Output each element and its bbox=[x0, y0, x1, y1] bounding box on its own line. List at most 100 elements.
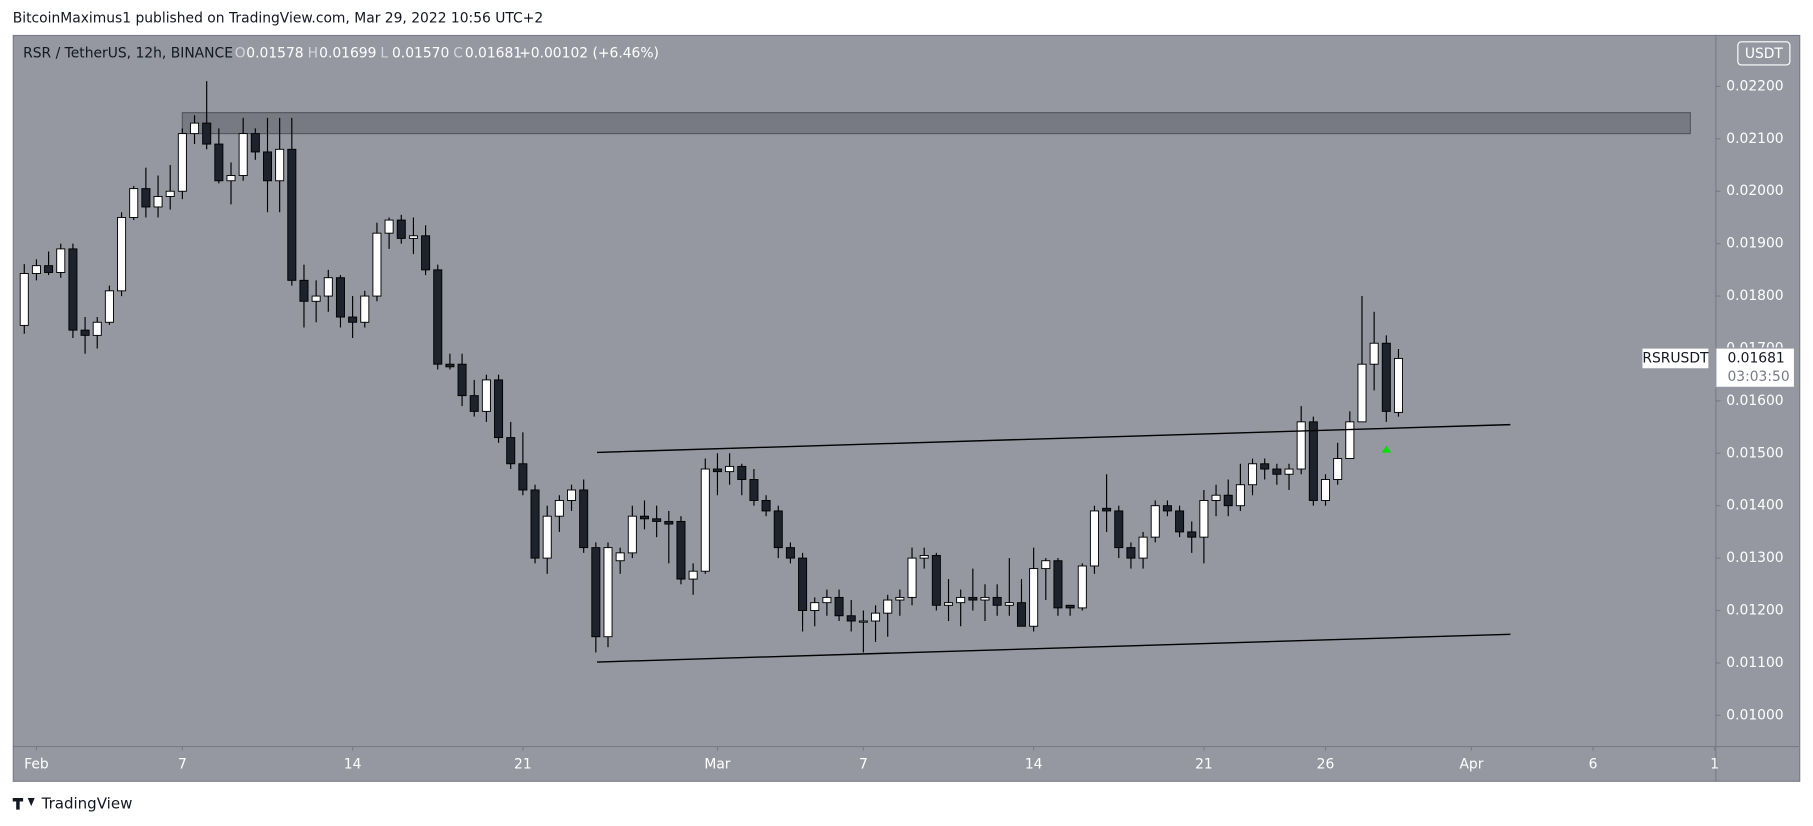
y-tick-label: 0.01500 bbox=[1726, 445, 1783, 461]
candle-body bbox=[846, 615, 856, 622]
overlay: RSR / TetherUS, 12h, BINANCE O 0.01578 H 0.… bbox=[23, 45, 659, 61]
candle-body bbox=[445, 363, 455, 368]
candle-body bbox=[773, 510, 783, 549]
candle-body bbox=[1089, 510, 1099, 567]
candle-body bbox=[1102, 507, 1112, 512]
y-tick-label: 0.01200 bbox=[1726, 603, 1783, 619]
candle-body bbox=[1162, 505, 1172, 512]
candle-body bbox=[323, 277, 333, 297]
candle-body bbox=[1357, 363, 1367, 423]
candle-body bbox=[31, 265, 41, 274]
candle-body bbox=[335, 277, 345, 318]
candle-body bbox=[664, 520, 674, 525]
x-tick-label: Mar bbox=[704, 757, 730, 773]
candle-body bbox=[554, 499, 564, 517]
price-label-box bbox=[1715, 347, 1796, 388]
ohlc-value: 0.01570 bbox=[392, 45, 449, 61]
candle-body bbox=[1175, 510, 1185, 533]
candle-body bbox=[639, 515, 649, 520]
candle-body bbox=[1272, 468, 1282, 475]
candle-body bbox=[433, 269, 443, 365]
trendline bbox=[597, 423, 1511, 454]
ohlc-key: O bbox=[235, 45, 246, 61]
candle-body bbox=[530, 489, 540, 559]
breakout-marker bbox=[1381, 445, 1391, 453]
candle-body bbox=[1029, 568, 1039, 627]
candle-body bbox=[1284, 468, 1294, 475]
candle-body bbox=[226, 175, 236, 182]
candle-body bbox=[883, 599, 893, 614]
candle-body bbox=[1333, 458, 1343, 480]
candle-body bbox=[822, 596, 832, 604]
candle-body bbox=[1235, 484, 1245, 507]
x-tick-label: 21 bbox=[514, 757, 532, 773]
candle-body bbox=[1223, 494, 1233, 507]
candle-body bbox=[627, 515, 637, 554]
candle-body bbox=[1077, 565, 1087, 609]
candle-body bbox=[214, 143, 224, 182]
candle-body bbox=[798, 557, 808, 611]
candle-body bbox=[603, 547, 613, 638]
candle-body bbox=[250, 133, 260, 153]
y-tick-label: 0.01300 bbox=[1726, 550, 1783, 566]
candle-body bbox=[117, 216, 127, 292]
currency-label[interactable]: USDT bbox=[1745, 46, 1784, 62]
currency-button[interactable] bbox=[1737, 41, 1791, 66]
candle-body bbox=[700, 468, 710, 572]
x-tick-label: Apr bbox=[1459, 757, 1483, 773]
trendline bbox=[597, 633, 1511, 663]
candle-body bbox=[542, 515, 552, 559]
y-tick-label: 0.01900 bbox=[1726, 236, 1783, 252]
change-value: +0.00102 (+6.46%) bbox=[519, 45, 659, 61]
candle-body bbox=[1004, 602, 1014, 606]
x-tick-label: 21 bbox=[1195, 757, 1213, 773]
candle-body bbox=[1126, 547, 1136, 559]
candle-body bbox=[1260, 463, 1270, 470]
x-tick-label: 14 bbox=[344, 757, 362, 773]
candle-body bbox=[311, 295, 321, 302]
x-tick-label: 14 bbox=[1025, 757, 1043, 773]
candle-body bbox=[421, 235, 431, 271]
ohlc-key: H bbox=[308, 45, 318, 61]
candle-body bbox=[749, 479, 759, 501]
candle-body bbox=[652, 518, 662, 522]
candle-body bbox=[506, 437, 516, 465]
ohlc-key: C bbox=[453, 45, 463, 61]
candle-body bbox=[1114, 510, 1124, 549]
candle-body bbox=[567, 489, 577, 501]
candle-body bbox=[396, 219, 406, 239]
x-tick-label: 1 bbox=[1710, 757, 1719, 773]
candle-body bbox=[1381, 342, 1391, 412]
candle-body bbox=[931, 555, 941, 606]
candle-body bbox=[56, 248, 66, 273]
candle-body bbox=[1320, 479, 1331, 501]
candle-body bbox=[1053, 560, 1063, 609]
candle-body bbox=[688, 570, 698, 580]
candle-body bbox=[1296, 421, 1306, 470]
candle-body bbox=[785, 547, 795, 559]
candle-body bbox=[202, 122, 212, 145]
y-tick-label: 0.01400 bbox=[1726, 498, 1783, 514]
candle-body bbox=[457, 363, 467, 397]
candle-body bbox=[469, 395, 479, 412]
candle-body bbox=[141, 188, 151, 208]
ohlc-value: 0.01699 bbox=[319, 45, 376, 61]
candle-body bbox=[810, 602, 820, 611]
candle-body bbox=[129, 188, 139, 218]
resistance-zone bbox=[181, 112, 1691, 135]
candle-body bbox=[980, 596, 990, 601]
ohlc-value: 0.01578 bbox=[246, 45, 303, 61]
candle-body bbox=[591, 547, 601, 638]
candle-body bbox=[80, 329, 90, 336]
y-tick-label: 0.02100 bbox=[1726, 131, 1783, 147]
candle-body bbox=[384, 219, 394, 234]
y-tick-label: 0.02200 bbox=[1726, 78, 1783, 94]
candle-body bbox=[834, 596, 844, 617]
footer-logo: TradingView bbox=[12, 794, 132, 812]
y-tick-label: 0.01600 bbox=[1726, 393, 1783, 409]
candle-body bbox=[190, 122, 200, 135]
candle-body bbox=[348, 316, 358, 323]
candle-body bbox=[177, 133, 187, 192]
candle-body bbox=[1211, 494, 1221, 501]
